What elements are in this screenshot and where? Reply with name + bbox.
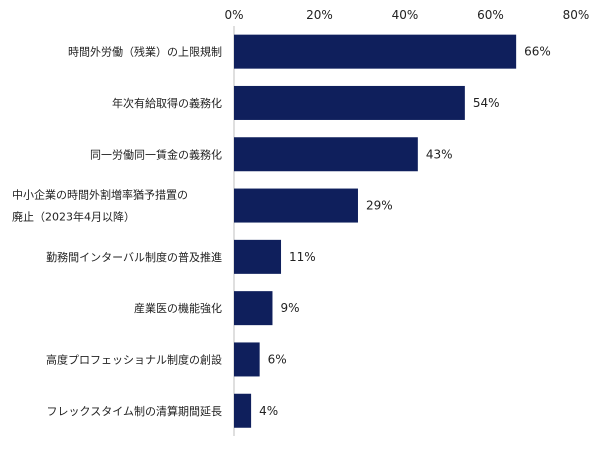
value-label: 9% bbox=[280, 301, 299, 315]
category-labels: 時間外労働（残業）の上限規制年次有給取得の義務化同一労働同一賃金の義務化中小企業… bbox=[12, 45, 222, 418]
bar bbox=[234, 188, 358, 223]
value-label: 29% bbox=[366, 199, 393, 213]
x-tick-label: 60% bbox=[477, 8, 504, 22]
category-label: 中小企業の時間外割増率猶予措置の bbox=[12, 188, 188, 202]
bar bbox=[234, 393, 252, 428]
category-label: 産業医の機能強化 bbox=[134, 301, 222, 315]
category-label: 時間外労働（残業）の上限規制 bbox=[68, 45, 222, 59]
value-label: 54% bbox=[473, 96, 500, 110]
bar bbox=[234, 342, 260, 377]
value-label: 4% bbox=[259, 404, 278, 418]
bar bbox=[234, 85, 465, 120]
x-axis-ticks: 0% 20% 40% 60% 80% bbox=[224, 8, 589, 22]
bar bbox=[234, 239, 282, 274]
value-label: 43% bbox=[426, 147, 453, 161]
category-label: 廃止（2023年4月以降） bbox=[12, 210, 135, 224]
x-tick-label: 0% bbox=[224, 8, 243, 22]
x-tick-label: 80% bbox=[563, 8, 590, 22]
category-label: フレックスタイム制の清算期間延長 bbox=[47, 404, 222, 418]
x-tick-label: 40% bbox=[392, 8, 419, 22]
category-label: 同一労働同一賃金の義務化 bbox=[90, 147, 222, 161]
value-labels: 66% 54% 43% 29% 11% 9% 6% 4% bbox=[259, 45, 551, 418]
category-label: 高度プロフェッショナル制度の創設 bbox=[46, 352, 222, 366]
bar bbox=[234, 34, 517, 69]
bar bbox=[234, 137, 418, 172]
bars bbox=[234, 34, 517, 428]
category-label: 勤務間インターバル制度の普及推進 bbox=[46, 250, 222, 264]
bar bbox=[234, 291, 273, 326]
x-tick-label: 20% bbox=[306, 8, 333, 22]
value-label: 66% bbox=[524, 45, 551, 59]
value-label: 11% bbox=[289, 250, 316, 264]
value-label: 6% bbox=[268, 352, 287, 366]
category-label: 年次有給取得の義務化 bbox=[112, 96, 222, 110]
